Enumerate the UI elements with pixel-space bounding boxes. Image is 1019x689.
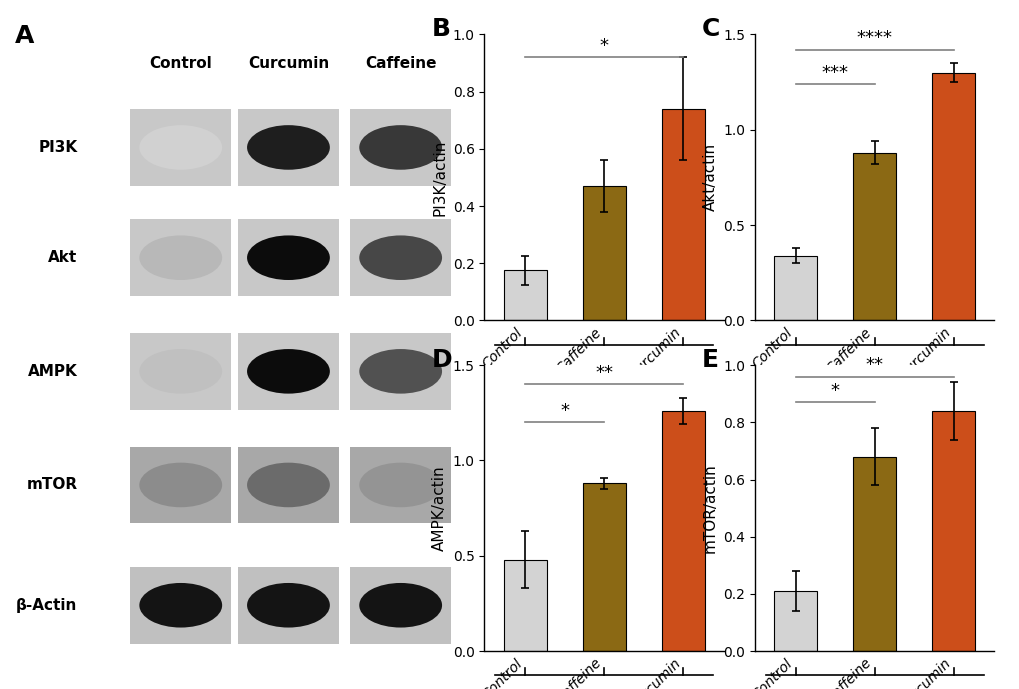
Bar xyxy=(773,256,816,320)
Y-axis label: AMPK/actin: AMPK/actin xyxy=(432,465,446,551)
Bar xyxy=(661,109,704,320)
FancyBboxPatch shape xyxy=(130,446,231,524)
Ellipse shape xyxy=(359,349,441,393)
Text: Control: Control xyxy=(149,56,212,72)
FancyBboxPatch shape xyxy=(237,109,338,186)
Ellipse shape xyxy=(247,236,329,280)
FancyBboxPatch shape xyxy=(237,446,338,524)
Bar xyxy=(503,270,546,320)
FancyBboxPatch shape xyxy=(237,333,338,410)
Text: B: B xyxy=(431,17,450,41)
Text: A: A xyxy=(14,24,34,48)
FancyBboxPatch shape xyxy=(130,567,231,644)
Ellipse shape xyxy=(247,349,329,393)
FancyBboxPatch shape xyxy=(350,446,450,524)
Bar xyxy=(852,457,896,651)
Ellipse shape xyxy=(140,125,222,169)
Text: *: * xyxy=(829,382,839,400)
Text: **: ** xyxy=(865,356,882,374)
Y-axis label: Akt/actin: Akt/actin xyxy=(702,143,716,212)
Ellipse shape xyxy=(140,463,222,507)
Text: Akt: Akt xyxy=(48,250,77,265)
Text: *: * xyxy=(599,37,608,55)
Text: D: D xyxy=(431,348,452,372)
FancyBboxPatch shape xyxy=(350,333,450,410)
Ellipse shape xyxy=(140,236,222,280)
Text: mTOR: mTOR xyxy=(26,477,77,493)
FancyBboxPatch shape xyxy=(237,219,338,296)
Bar xyxy=(661,411,704,651)
Text: Curcumin: Curcumin xyxy=(248,56,329,72)
Bar xyxy=(503,559,546,651)
Y-axis label: PI3K/actin: PI3K/actin xyxy=(432,139,446,216)
Text: ****: **** xyxy=(856,30,892,48)
Bar xyxy=(931,72,974,320)
FancyBboxPatch shape xyxy=(237,567,338,644)
Text: PI3K: PI3K xyxy=(39,140,77,155)
Ellipse shape xyxy=(359,463,441,507)
Ellipse shape xyxy=(359,125,441,169)
Ellipse shape xyxy=(247,583,329,628)
Text: *: * xyxy=(559,402,569,420)
Ellipse shape xyxy=(140,583,222,628)
Bar xyxy=(582,186,626,320)
Text: E: E xyxy=(701,348,718,372)
Bar xyxy=(852,153,896,320)
FancyBboxPatch shape xyxy=(350,109,450,186)
FancyBboxPatch shape xyxy=(350,219,450,296)
Ellipse shape xyxy=(247,125,329,169)
Bar xyxy=(773,591,816,651)
Text: **: ** xyxy=(595,364,612,382)
FancyBboxPatch shape xyxy=(130,333,231,410)
Ellipse shape xyxy=(359,583,441,628)
Bar xyxy=(582,484,626,651)
FancyBboxPatch shape xyxy=(130,219,231,296)
FancyBboxPatch shape xyxy=(130,109,231,186)
Text: C: C xyxy=(701,17,719,41)
Ellipse shape xyxy=(140,349,222,393)
Text: Caffeine: Caffeine xyxy=(365,56,436,72)
Ellipse shape xyxy=(359,236,441,280)
Text: AMPK: AMPK xyxy=(28,364,77,379)
Y-axis label: mTOR/actin: mTOR/actin xyxy=(702,463,716,553)
Bar xyxy=(931,411,974,651)
Text: β-Actin: β-Actin xyxy=(16,598,77,613)
Text: ***: *** xyxy=(821,63,848,82)
Ellipse shape xyxy=(247,463,329,507)
FancyBboxPatch shape xyxy=(350,567,450,644)
